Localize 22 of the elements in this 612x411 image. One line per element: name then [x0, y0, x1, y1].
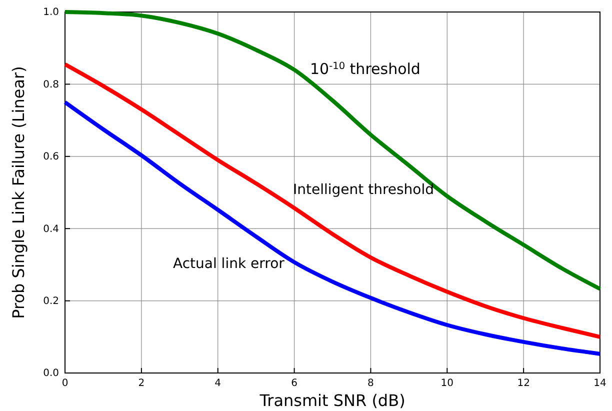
x-tick-label: 8: [368, 378, 374, 390]
x-tick-label: 10: [440, 378, 454, 390]
y-tick-label: 1.0: [43, 7, 59, 18]
y-axis-title: Prob Single Link Failure (Linear): [9, 66, 28, 319]
x-tick-label: 14: [594, 378, 606, 390]
annotation: Intelligent threshold: [293, 182, 434, 198]
line-series: [63, 10, 602, 291]
line-series: [63, 62, 602, 339]
x-tick-label: 0: [62, 378, 68, 390]
y-tick-label: 0.4: [43, 224, 59, 235]
annotation: 10$^{-10}$ threshold: [310, 60, 420, 78]
y-tick-label: 0.6: [43, 152, 59, 163]
line-series: [63, 100, 602, 356]
y-tick-label: 0.2: [43, 296, 59, 307]
x-tick-label: 6: [291, 378, 298, 390]
y-tick-label: 0.8: [43, 79, 59, 90]
x-tick-label: 4: [214, 378, 222, 390]
x-tick-label: 2: [138, 378, 145, 390]
x-tick-label: 12: [517, 378, 530, 390]
y-tick-label: 0.0: [43, 368, 59, 380]
x-axis-title: Transmit SNR (dB): [258, 391, 406, 410]
annotation: Actual link error: [173, 256, 285, 272]
